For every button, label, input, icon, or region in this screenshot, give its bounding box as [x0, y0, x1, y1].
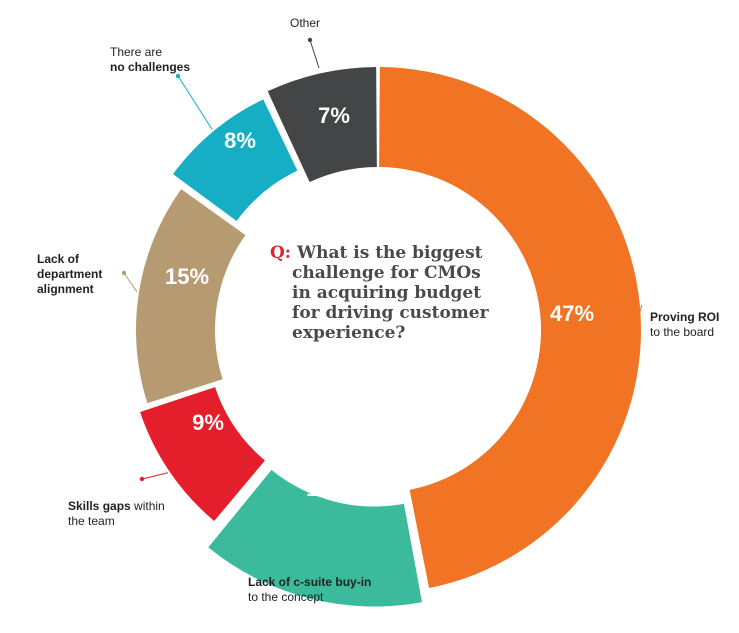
category-label-bold: Proving ROI [650, 310, 719, 324]
leader-line-dept [123, 272, 138, 293]
category-label-line: alignment [37, 282, 94, 296]
category-label-bold: alignment [37, 282, 94, 296]
category-label-normal: Other [290, 16, 320, 30]
leader-dot-csuite [309, 554, 315, 560]
value-label-no-challenges: 8% [224, 128, 256, 153]
category-label-line: Lack of [37, 252, 80, 266]
value-label-skills: 9% [192, 410, 224, 435]
category-label-line: department [37, 267, 102, 281]
value-labels: 47% 14% 9% 15% 8% 7% [165, 103, 594, 501]
leader-line-other [309, 39, 320, 69]
slice-proving-roi [379, 67, 642, 588]
slice-other [267, 67, 377, 183]
category-label-bold: Lack of [37, 252, 80, 266]
category-label-line: Skills gaps within [68, 499, 165, 513]
category-label-other: Other [290, 16, 320, 30]
category-label-proving-roi: Proving ROI to the board [650, 310, 719, 339]
category-label-bold: Skills gaps [68, 499, 131, 513]
slice-skills [140, 387, 265, 522]
category-label-no-challenges: There are no challenges [110, 45, 190, 74]
category-label-line: Other [290, 16, 320, 30]
category-label-line: to the concept [248, 590, 324, 604]
value-label-other: 7% [318, 103, 350, 128]
leader-dot-other [307, 37, 313, 43]
leader-dot-no-challenges [175, 73, 181, 79]
slice-csuite [208, 469, 422, 607]
question-text: What is the biggest [296, 243, 483, 263]
leader-line-no-challenges [177, 75, 213, 130]
leader-lines [121, 37, 643, 601]
leader-line-proving-roi [636, 304, 643, 323]
question-line: in acquiring budget [292, 283, 481, 303]
category-label-normal: within [131, 499, 165, 513]
leader-dot-skills [139, 476, 145, 482]
question-line: Q: What is the biggest [270, 243, 483, 263]
question-prefix: Q: [270, 243, 297, 263]
question-line: for driving customer [292, 303, 490, 323]
leader-line-skills [141, 472, 169, 480]
category-label-dept: Lack of department alignment [37, 252, 102, 296]
slice-dept [136, 189, 246, 404]
category-label-line: Lack of c-suite buy-in [248, 575, 371, 589]
leader-dot-dept [121, 270, 127, 276]
category-label-line: the team [68, 514, 115, 528]
category-labels: Proving ROI to the board Lack of c-suite b… [37, 16, 719, 604]
category-label-bold: no challenges [110, 60, 190, 74]
category-label-line: no challenges [110, 60, 190, 74]
leader-line-csuite [308, 556, 313, 601]
category-label-normal: to the concept [248, 590, 324, 604]
category-label-csuite: Lack of c-suite buy-in to the concept [248, 575, 371, 604]
category-label-normal: to the board [650, 325, 714, 339]
value-label-proving-roi: 47% [550, 301, 594, 326]
value-label-dept: 15% [165, 264, 209, 289]
question-line: challenge for CMOs [292, 263, 481, 283]
slices [136, 67, 642, 607]
category-label-normal: the team [68, 514, 115, 528]
value-label-csuite: 14% [306, 476, 350, 501]
category-label-line: to the board [650, 325, 714, 339]
leader-dot-proving-roi [634, 319, 640, 325]
category-label-bold: Lack of c-suite buy-in [248, 575, 371, 589]
question-line: experience? [292, 323, 405, 343]
category-label-line: Proving ROI [650, 310, 719, 324]
category-label-line: There are [110, 45, 165, 59]
slice-no-challenges [173, 99, 298, 221]
category-label-skills: Skills gaps within the team [68, 499, 165, 528]
category-label-bold: department [37, 267, 102, 281]
category-label-normal: There are [110, 45, 165, 59]
